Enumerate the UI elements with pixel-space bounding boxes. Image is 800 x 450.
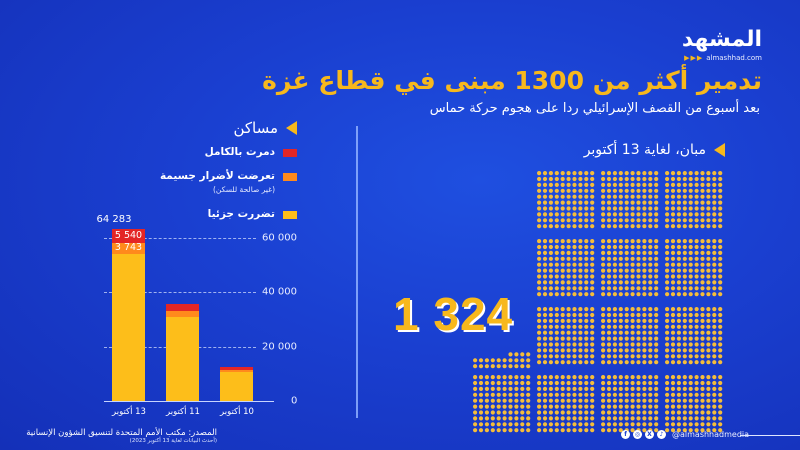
x-axis <box>104 401 274 402</box>
y-tick-40000: 40 000 <box>262 286 297 298</box>
bar-total-label: 64 283 <box>96 214 132 225</box>
instagram-icon[interactable]: ◎ <box>633 430 642 439</box>
housing-section-title: مساكن <box>233 119 297 137</box>
brand-logo: المشهد ▶▶▶ almashhad.com <box>681 27 763 63</box>
housing-bar-chart: 60 000 40 000 20 000 0 64 283 5 540 3 74… <box>0 0 360 450</box>
source-note: المصدر: مكتب الأمم المتحدة لتنسيق الشؤون… <box>26 428 217 444</box>
gridline-40000 <box>104 292 256 293</box>
social-links: f ◎ X ♪ @almashhadmedia <box>621 430 749 439</box>
chart-legend: دمرت بالكامل تعرضت لأضرار جسيمة (غير صالح… <box>160 145 297 231</box>
x-label-13-october: 13 أكتوبر <box>112 407 146 417</box>
y-tick-60000: 60 000 <box>262 232 297 244</box>
logo-wordmark: المشهد <box>681 27 763 52</box>
page-subtitle: بعد أسبوع من القصف الإسرائيلي ردا على هج… <box>429 101 760 116</box>
legend-swatch-yellow <box>283 211 297 219</box>
section-divider <box>356 126 358 418</box>
bar-segment-partial <box>220 372 253 401</box>
legend-item-severe: تعرضت لأضرار جسيمة (غير صالحة للسكن) <box>160 169 297 197</box>
bar-segment-destroyed: 5 540 <box>112 229 145 243</box>
bar-segment-severe <box>166 311 199 317</box>
pointer-triangle-icon <box>286 121 297 135</box>
bar-segment-destroyed <box>220 367 253 370</box>
bar-segment-severe <box>220 370 253 372</box>
bar-segment-destroyed <box>166 304 199 311</box>
bar-segment-partial <box>166 317 199 401</box>
x-label-10-october: 10 أكتوبر <box>220 407 254 417</box>
y-tick-20000: 20 000 <box>262 341 297 353</box>
bar-10-october <box>220 367 253 401</box>
x-label-11-october: 11 أكتوبر <box>166 407 200 417</box>
bar-segment-severe: 3 743 <box>112 242 145 254</box>
pointer-triangle-icon <box>714 143 725 157</box>
bar-segment-partial <box>112 254 145 401</box>
page-title: تدمير أكثر من 1300 مبنى في قطاع غزة <box>262 66 762 95</box>
buildings-section-title: مبان، لغاية 13 أكتوبر <box>584 142 725 158</box>
footer-rule <box>740 435 800 436</box>
y-tick-0: 0 <box>291 395 298 407</box>
legend-swatch-orange <box>283 173 297 181</box>
legend-item-partial: تضررت جزئيا <box>160 207 297 221</box>
logo-website: ▶▶▶ almashhad.com <box>684 54 762 62</box>
buildings-count: 1 324 <box>393 288 514 340</box>
social-handle: @almashhadmedia <box>672 430 750 439</box>
x-icon[interactable]: X <box>645 430 654 439</box>
gridline-60000 <box>104 238 256 239</box>
bar-13-october: 5 540 3 743 <box>112 229 145 401</box>
legend-item-destroyed: دمرت بالكامل <box>160 145 297 159</box>
bar-11-october <box>166 304 199 401</box>
tiktok-icon[interactable]: ♪ <box>657 430 666 439</box>
facebook-icon[interactable]: f <box>621 430 630 439</box>
arrows-icon: ▶▶▶ <box>684 54 704 62</box>
legend-swatch-red <box>283 149 297 157</box>
